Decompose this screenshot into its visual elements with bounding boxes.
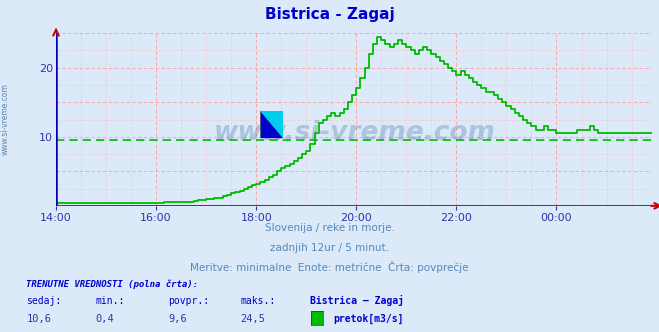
Text: povpr.:: povpr.: [168,296,209,306]
Text: Bistrica – Zagaj: Bistrica – Zagaj [310,295,404,306]
Text: 9,6: 9,6 [168,314,186,324]
Text: pretok[m3/s]: pretok[m3/s] [333,314,403,324]
Text: Slovenija / reke in morje.: Slovenija / reke in morje. [264,223,395,233]
Text: Meritve: minimalne  Enote: metrične  Črta: povprečje: Meritve: minimalne Enote: metrične Črta:… [190,261,469,273]
Bar [260,111,283,138]
Text: TRENUTNE VREDNOSTI (polna črta):: TRENUTNE VREDNOSTI (polna črta): [26,280,198,289]
Text: zadnjih 12ur / 5 minut.: zadnjih 12ur / 5 minut. [270,243,389,253]
Text: 0,4: 0,4 [96,314,114,324]
Text: maks.:: maks.: [241,296,275,306]
Polygon shape [260,111,283,138]
Text: min.:: min.: [96,296,125,306]
Text: 10,6: 10,6 [26,314,51,324]
Polygon shape [260,111,283,138]
Text: Bistrica - Zagaj: Bistrica - Zagaj [265,7,394,23]
Text: www.si-vreme.com: www.si-vreme.com [1,84,10,155]
Text: sedaj:: sedaj: [26,296,61,306]
Text: 24,5: 24,5 [241,314,266,324]
Text: www.si-vreme.com: www.si-vreme.com [214,120,495,146]
